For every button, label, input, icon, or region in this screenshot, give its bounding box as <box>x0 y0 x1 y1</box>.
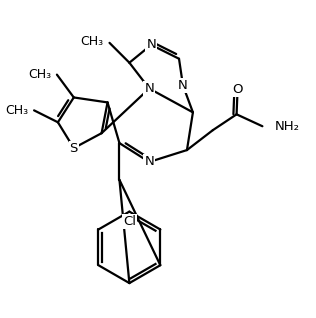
Text: S: S <box>70 142 78 155</box>
Text: O: O <box>232 83 243 96</box>
Text: CH₃: CH₃ <box>5 104 28 117</box>
Text: CH₃: CH₃ <box>28 68 51 81</box>
Text: N: N <box>178 79 188 92</box>
Text: NH₂: NH₂ <box>274 120 299 133</box>
Text: N: N <box>144 156 154 169</box>
Text: N: N <box>146 38 156 51</box>
Text: Cl: Cl <box>123 215 136 228</box>
Text: N: N <box>144 82 154 95</box>
Text: CH₃: CH₃ <box>81 35 104 48</box>
